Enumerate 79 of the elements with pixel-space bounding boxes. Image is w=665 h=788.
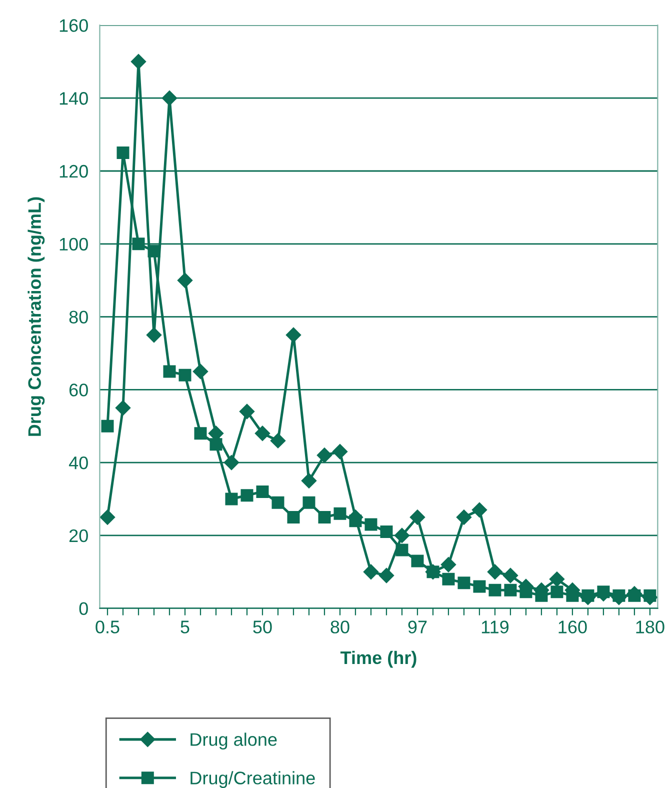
point	[224, 454, 240, 470]
x-axis-title: Time (hr)	[340, 650, 416, 668]
x-tick-label: 119	[482, 620, 508, 634]
point	[163, 365, 176, 378]
point	[272, 496, 284, 509]
legend-label: Drug/Creatinine	[190, 771, 315, 788]
point	[318, 510, 331, 524]
x-tick-label: 160	[558, 620, 587, 634]
point	[349, 514, 362, 528]
x-tick-label: 5	[180, 620, 190, 634]
point	[487, 564, 503, 580]
point	[101, 420, 114, 432]
point	[458, 576, 470, 590]
point	[612, 589, 626, 602]
point	[411, 554, 424, 568]
x-tick-label: 97	[408, 620, 427, 634]
point	[502, 568, 518, 584]
point	[332, 444, 348, 460]
point	[287, 510, 300, 524]
point	[394, 528, 410, 544]
point	[442, 572, 455, 586]
point	[597, 586, 610, 598]
point	[286, 327, 302, 343]
y-tick-label: 100	[60, 238, 88, 251]
y-tick-label: 160	[60, 19, 88, 32]
point	[426, 566, 440, 578]
point	[162, 90, 178, 106]
point	[363, 564, 379, 580]
point	[270, 433, 286, 448]
point	[115, 400, 131, 416]
point	[628, 589, 641, 602]
point	[396, 544, 408, 556]
point	[504, 584, 517, 596]
point	[254, 426, 270, 441]
y-tick-label: 40	[68, 456, 88, 470]
point	[380, 526, 393, 538]
y-tick-label: 120	[60, 164, 88, 178]
point	[225, 492, 238, 506]
point	[239, 404, 255, 420]
point	[440, 557, 456, 572]
point	[240, 489, 254, 502]
x-tick-label: 50	[253, 620, 272, 634]
point	[148, 244, 160, 258]
point	[488, 584, 502, 596]
point	[130, 54, 146, 70]
point	[410, 510, 426, 525]
x-tick-label: 180	[636, 620, 664, 634]
point	[100, 510, 116, 525]
point	[316, 448, 332, 463]
y-tick-label: 80	[69, 310, 88, 324]
point	[550, 586, 564, 598]
legend-label: Drug alone	[190, 732, 277, 750]
point	[301, 473, 317, 488]
point	[364, 518, 378, 531]
y-tick-label: 60	[69, 384, 88, 396]
point	[378, 568, 394, 584]
y-tick-label: 140	[60, 92, 88, 105]
point	[194, 427, 207, 440]
point	[473, 580, 486, 593]
x-tick-label: 80	[330, 620, 350, 634]
point	[582, 589, 594, 602]
point	[334, 507, 346, 520]
point	[177, 272, 193, 288]
point	[192, 364, 208, 380]
point	[116, 146, 130, 160]
point	[178, 368, 192, 382]
point	[210, 438, 222, 451]
x-tick-label: 0.5	[96, 620, 120, 634]
point	[256, 485, 269, 498]
point	[549, 572, 565, 587]
point	[302, 496, 316, 509]
y-tick-label: 20	[69, 529, 88, 542]
y-tick-label: 0	[79, 602, 88, 616]
point	[472, 502, 488, 518]
y-axis-title: Drug Concentration (ng/mL)	[28, 197, 45, 436]
point	[644, 589, 656, 602]
point	[132, 238, 145, 250]
point	[146, 327, 162, 343]
point	[456, 510, 472, 525]
